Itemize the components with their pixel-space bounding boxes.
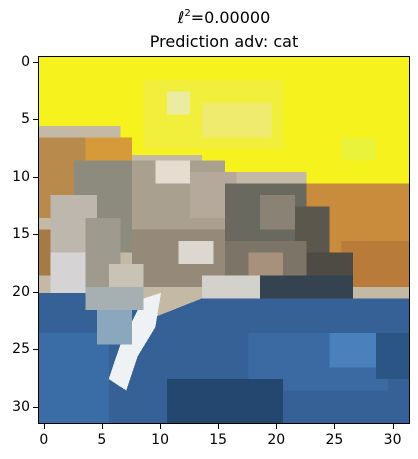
image-frame bbox=[38, 56, 410, 424]
x-tick-label: 20 bbox=[267, 432, 286, 448]
x-tick-label: 5 bbox=[97, 432, 107, 448]
x-tick-15 bbox=[218, 424, 220, 429]
x-tick-label: 15 bbox=[209, 432, 228, 448]
y-tick-25 bbox=[33, 349, 38, 351]
metric-exponent: 2 bbox=[184, 8, 191, 19]
x-tick-30 bbox=[392, 424, 394, 429]
y-tick-30 bbox=[33, 406, 38, 408]
x-tick-25 bbox=[334, 424, 336, 429]
y-tick-label: 5 bbox=[21, 111, 30, 128]
prediction-title: Prediction adv: cat bbox=[149, 32, 299, 51]
metric-symbol: ℓ bbox=[177, 8, 185, 27]
metric-value: =0.00000 bbox=[190, 8, 271, 27]
y-tick-10 bbox=[33, 176, 38, 178]
x-tick-label: 0 bbox=[39, 432, 49, 448]
x-tick-label: 30 bbox=[383, 432, 402, 448]
y-tick-20 bbox=[33, 291, 38, 293]
y-tick-label: 25 bbox=[12, 341, 30, 358]
x-tick-5 bbox=[101, 424, 103, 429]
y-tick-label: 15 bbox=[12, 226, 30, 243]
y-tick-label: 10 bbox=[12, 168, 30, 185]
x-tick-0 bbox=[43, 424, 45, 429]
y-tick-15 bbox=[33, 234, 38, 236]
x-tick-label: 10 bbox=[151, 432, 169, 448]
y-tick-0 bbox=[33, 61, 38, 63]
pixel-image bbox=[39, 57, 409, 423]
y-tick-label: 30 bbox=[12, 398, 30, 415]
x-tick-label: 25 bbox=[325, 432, 344, 448]
x-tick-20 bbox=[276, 424, 278, 429]
x-tick-10 bbox=[160, 424, 162, 429]
metric-title: ℓ2=0.00000 bbox=[38, 8, 410, 28]
y-tick-5 bbox=[33, 119, 38, 121]
y-tick-label: 20 bbox=[12, 283, 30, 300]
y-tick-label: 0 bbox=[21, 53, 30, 70]
